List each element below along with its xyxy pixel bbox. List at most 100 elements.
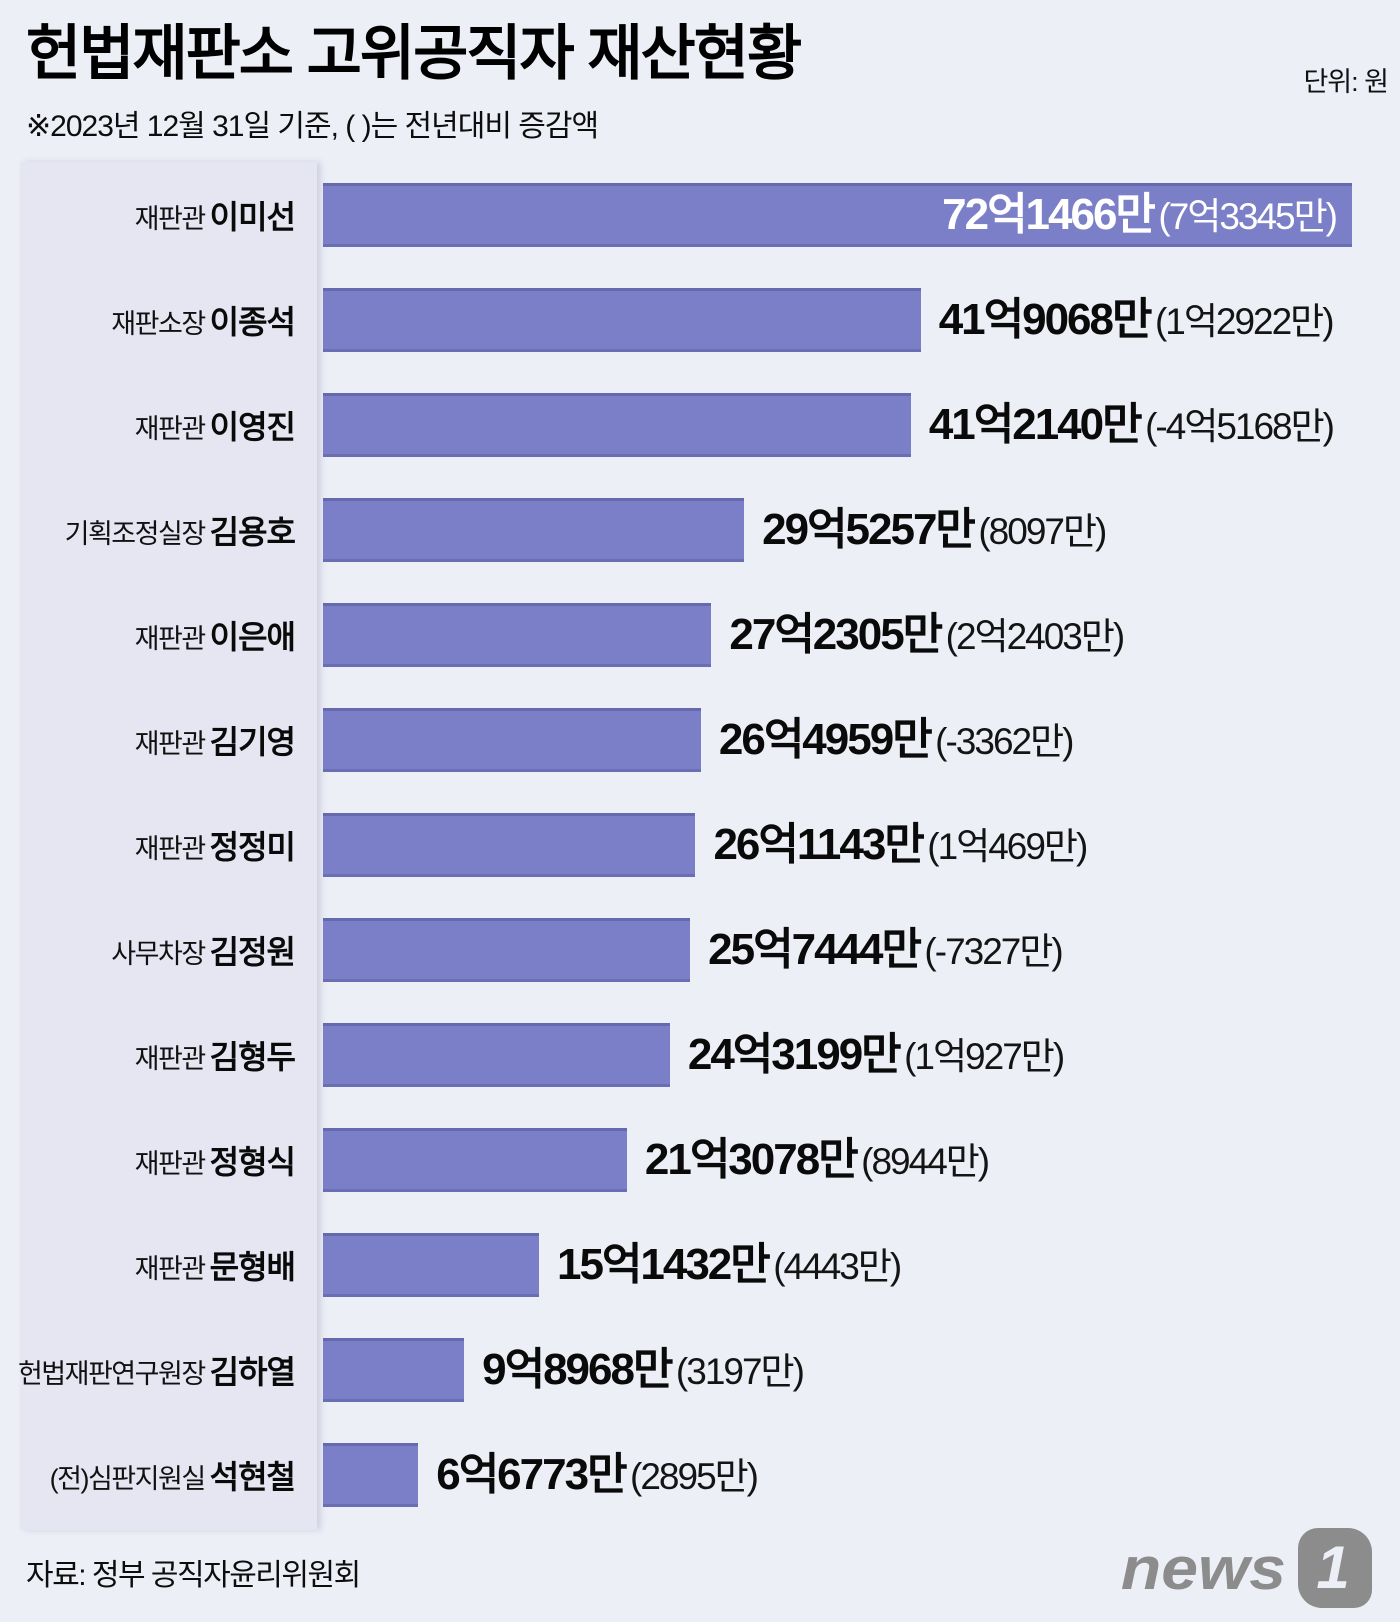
- asset-value: 9억8968만: [482, 1344, 673, 1394]
- chart-row: 재판관 문형배 15억1432만 (4443만): [0, 1212, 1400, 1317]
- bar-area: 24억3199만 (1억927만): [323, 1002, 1352, 1107]
- official-role: 재판소장: [111, 308, 206, 339]
- bar-area: 21억3078만 (8944만): [323, 1107, 1352, 1212]
- unit-label: 단위: 원: [1303, 67, 1389, 97]
- change-value: (-7327만): [924, 930, 1063, 972]
- official-name: 김형두: [209, 1038, 296, 1075]
- change-value: (3197만): [675, 1350, 805, 1392]
- row-label: (전)심판지원실 석현철: [0, 1452, 317, 1498]
- asset-value: 26억4959만: [718, 714, 933, 764]
- official-name: 이미선: [209, 198, 296, 235]
- asset-value: 15억1432만: [556, 1239, 771, 1289]
- row-label: 재판관 정형식: [0, 1137, 317, 1183]
- official-role: (전)심판지원실: [49, 1463, 207, 1494]
- value-bar: [323, 917, 691, 982]
- change-value: (4443만): [773, 1245, 902, 1287]
- official-role: 사무차장: [111, 938, 206, 969]
- row-label: 헌법재판연구원장 김하열: [0, 1347, 317, 1393]
- bar-area: 25억7444만 (-7327만): [323, 897, 1352, 1002]
- news1-logo: news 1: [1121, 1528, 1372, 1608]
- official-name: 이종석: [209, 303, 296, 340]
- bar-area: 26억1143만 (1억469만): [323, 792, 1352, 897]
- value-label: 26억4959만 (-3362만): [718, 714, 1075, 764]
- value-label: 21억3078만 (8944만): [644, 1134, 990, 1184]
- bar-area: 6억6773만 (2895만): [323, 1422, 1352, 1527]
- chart-row: (전)심판지원실 석현철 6억6773만 (2895만): [0, 1422, 1400, 1527]
- row-label: 재판소장 이종석: [0, 297, 317, 343]
- value-bar: [323, 602, 712, 667]
- row-label: 재판관 김형두: [0, 1032, 317, 1078]
- bar-area: 29억5257만 (8097만): [323, 477, 1352, 582]
- official-name: 문형배: [209, 1248, 296, 1285]
- value-bar: [323, 812, 696, 877]
- asset-value: 27억2305만: [729, 609, 943, 659]
- value-label: 41억2140만 (-4억5168만): [928, 399, 1335, 449]
- footer: 자료: 정부 공직자윤리위원회 news 1: [26, 1528, 1372, 1608]
- bar-area: 9억8968만 (3197만): [323, 1317, 1352, 1422]
- value-label: 27억2305만 (2억2403만): [729, 609, 1126, 659]
- asset-value: 41억2140만: [928, 399, 1143, 449]
- chart-row: 헌법재판연구원장 김하열 9억8968만 (3197만): [0, 1317, 1400, 1422]
- official-role: 재판관: [134, 728, 207, 759]
- source-credit: 자료: 정부 공직자윤리위원회: [26, 1559, 361, 1592]
- official-name: 정형식: [209, 1143, 296, 1180]
- official-role: 재판관: [134, 833, 207, 864]
- change-value: (8944만): [861, 1140, 990, 1182]
- bar-area: 41억9068만 (1억2922만): [323, 267, 1352, 372]
- asset-value: 41억9068만: [938, 294, 1153, 344]
- row-label: 재판관 김기영: [0, 717, 317, 763]
- row-label: 재판관 이영진: [0, 402, 317, 448]
- official-role: 재판관: [134, 413, 207, 444]
- value-label: 26억1143만 (1억469만): [713, 819, 1088, 869]
- asset-value: 21억3078만: [644, 1134, 859, 1184]
- chart-row: 재판관 김형두 24억3199만 (1억927만): [0, 1002, 1400, 1107]
- news1-logo-badge-number: 1: [1316, 1534, 1350, 1601]
- change-value: (2895만): [630, 1455, 759, 1497]
- official-name: 김정원: [209, 933, 296, 970]
- value-label: 29억5257만 (8097만): [762, 504, 1107, 554]
- news1-logo-text: news: [1120, 1533, 1286, 1603]
- asset-value: 29억5257만: [762, 504, 976, 554]
- bar-area: 27억2305만 (2억2403만): [323, 582, 1352, 687]
- row-label: 재판관 이은애: [0, 612, 317, 658]
- row-label: 재판관 문형배: [0, 1242, 317, 1288]
- chart-row: 재판관 정형식 21억3078만 (8944만): [0, 1107, 1400, 1212]
- chart-rows: 재판관 이미선 72억1466만 (7억3345만) 재판소장 이종석 41억906…: [0, 162, 1400, 1527]
- bar-area: 72억1466만 (7억3345만): [323, 162, 1352, 267]
- bar-area: 41억2140만 (-4억5168만): [323, 372, 1352, 477]
- chart-row: 재판관 이미선 72억1466만 (7억3345만): [0, 162, 1400, 267]
- value-label: 41억9068만 (1억2922만): [938, 294, 1335, 344]
- asset-value: 25억7444만: [708, 924, 922, 974]
- chart-row: 재판관 이영진 41억2140만 (-4억5168만): [0, 372, 1400, 477]
- chart-row: 재판관 이은애 27억2305만 (2억2403만): [0, 582, 1400, 687]
- value-bar: [323, 707, 701, 772]
- chart-row: 사무차장 김정원 25억7444만 (-7327만): [0, 897, 1400, 1002]
- value-bar: [323, 1442, 419, 1507]
- asset-value: 26억1143만: [713, 819, 924, 869]
- change-value: (-3362만): [935, 720, 1074, 762]
- row-label: 사무차장 김정원: [0, 927, 317, 973]
- official-role: 재판관: [134, 1043, 207, 1074]
- asset-value: 24억3199만: [687, 1029, 902, 1079]
- row-label: 재판관 정정미: [0, 822, 317, 868]
- bar-chart: 재판관 이미선 72억1466만 (7억3345만) 재판소장 이종석 41억906…: [0, 162, 1400, 1530]
- official-role: 재판관: [134, 1148, 207, 1179]
- official-name: 정정미: [209, 828, 296, 865]
- value-bar: [323, 1232, 539, 1297]
- row-label: 기획조정실장 김용호: [0, 507, 317, 553]
- official-name: 이은애: [209, 618, 296, 655]
- page-title: 헌법재판소 고위공직자 재산현황: [26, 20, 802, 87]
- value-label: 6억6773만 (2895만): [436, 1449, 759, 1499]
- change-value: (2억2403만): [945, 615, 1126, 657]
- official-role: 헌법재판연구원장: [17, 1358, 206, 1389]
- chart-row: 재판관 정정미 26억1143만 (1억469만): [0, 792, 1400, 897]
- value-bar: [323, 392, 911, 457]
- official-role: 재판관: [134, 1253, 207, 1284]
- value-label: 72억1466만 (7억3345만): [942, 192, 1338, 237]
- official-name: 이영진: [209, 408, 296, 445]
- asset-value: 6억6773만: [436, 1449, 627, 1499]
- subtitle-note: ※2023년 12월 31일 기준, ( )는 전년대비 증감액: [26, 110, 599, 143]
- value-bar: [323, 1337, 465, 1402]
- row-label: 재판관 이미선: [0, 192, 317, 238]
- news1-logo-badge-icon: 1: [1298, 1528, 1372, 1608]
